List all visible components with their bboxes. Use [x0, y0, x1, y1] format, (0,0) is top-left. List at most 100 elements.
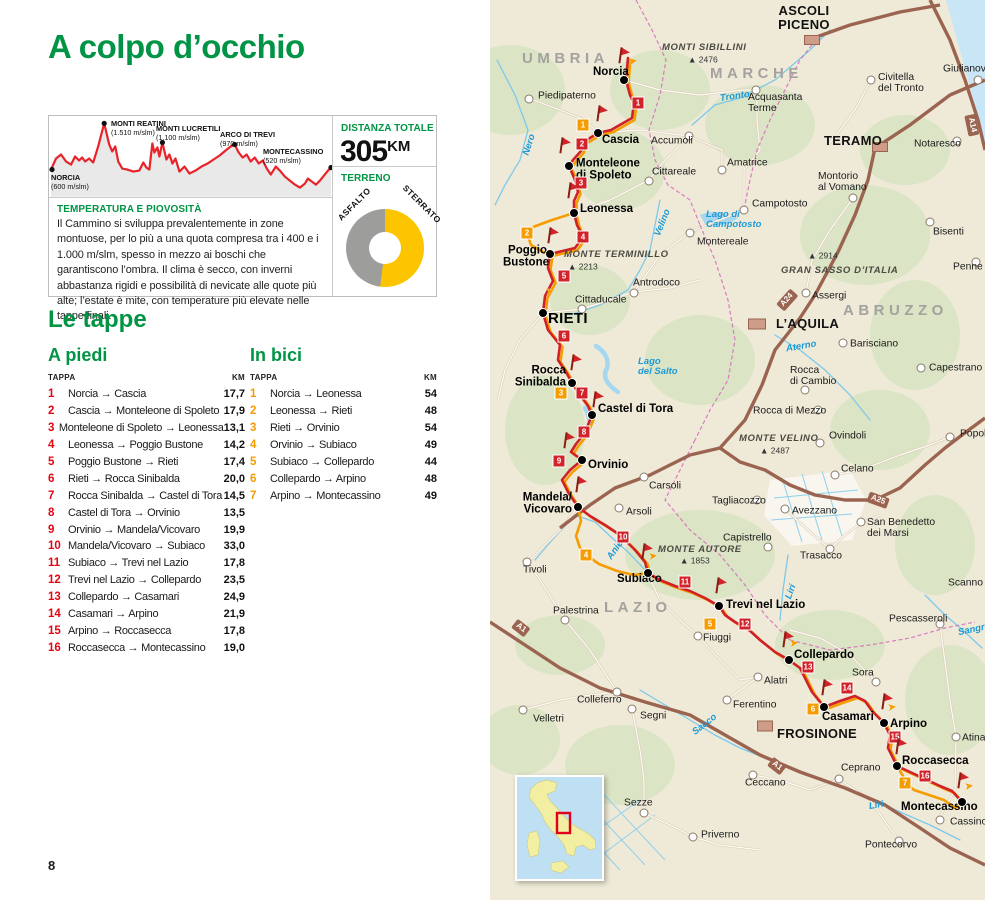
- map-town-label: Sora: [852, 667, 874, 679]
- town-dot: [848, 193, 858, 203]
- stage-flag-icon: [572, 354, 583, 364]
- walk-stage-badge: 7: [576, 387, 588, 399]
- map-town-label: Cassino: [950, 816, 985, 828]
- town-dot: [894, 836, 904, 846]
- stage-number: 2: [48, 405, 55, 418]
- stage-row: 10 Mandela/Vicovaro → Subiaco 33,0: [48, 538, 245, 555]
- map-city-label: Rocca Sinibalda: [514, 364, 566, 389]
- terrain-label: TERRENO: [341, 173, 391, 184]
- stage-number: 14: [48, 608, 61, 621]
- stage-number: 7: [250, 489, 257, 502]
- route-map: Piedipaterno Accumoli Cittareale Amatrice Mo…: [490, 0, 985, 900]
- walk-stage-badge: 8: [578, 426, 590, 438]
- stage-km: 17,4: [223, 456, 245, 468]
- stage-route: Trevi nel Lazio → Collepardo: [68, 574, 202, 587]
- stage-row: 14 Casamari → Arpino 21,9: [48, 606, 245, 623]
- town-dot: [830, 470, 840, 480]
- stage-number: 1: [48, 388, 55, 401]
- map-town-label: Rocca di Cambio: [790, 364, 837, 387]
- stage-route: Roccasecca → Montecassino: [68, 641, 206, 654]
- map-city-label: L’AQUILA: [776, 315, 840, 331]
- map-city-label: Collepardo: [794, 648, 855, 661]
- bike-arrow-icon: ➤: [963, 779, 975, 794]
- stage-route: Subiaco → Collepardo: [270, 456, 375, 468]
- town-dot: [763, 542, 773, 552]
- stage-flag-icon: [717, 577, 728, 587]
- map-town-label: Penne: [953, 261, 983, 273]
- stage-row: 13 Collepardo → Casamari 24,9: [48, 589, 245, 606]
- stage-number: 15: [48, 624, 61, 637]
- stage-km: 48: [424, 405, 437, 418]
- stage-number: 4: [48, 439, 55, 452]
- route-city-dot: [593, 128, 603, 138]
- map-peak-elevation: ▲ 2213: [568, 261, 598, 272]
- stage-row: 11 Subiaco → Trevi nel Lazio 17,8: [48, 555, 245, 572]
- stage-row: 3 Monteleone di Spoleto → Leonessa 13,1: [48, 420, 245, 437]
- stage-row: 12 Trevi nel Lazio → Collepardo 23,5: [48, 572, 245, 589]
- map-town-label: Pontecorvo: [865, 839, 918, 851]
- stage-flag-icon: [561, 137, 572, 147]
- map-town-label: Piedipaterno: [538, 90, 596, 102]
- map-city-label: Subiaco: [617, 572, 662, 585]
- map-peak-elevation: ▲ 1853: [680, 555, 710, 566]
- col-tappa: TAPPA: [250, 373, 278, 382]
- terrain-panel: TERRENO ASFALTO STERRATO: [333, 167, 443, 296]
- stage-km: 14,5: [223, 489, 245, 502]
- stage-km: 24,9: [223, 591, 245, 604]
- map-town-label: Avezzano: [792, 505, 838, 517]
- stage-km: 13,5: [223, 506, 245, 519]
- bike-arrow-icon: ➤: [788, 636, 800, 651]
- stage-number: 10: [48, 540, 61, 553]
- stage-km: 44: [424, 456, 437, 468]
- stage-route: Rieti → Orvinio: [270, 422, 340, 435]
- inset-highlight-rect: [555, 811, 572, 835]
- stage-row: 3 Rieti → Orvinio 54: [250, 420, 437, 437]
- stage-row: 16 Roccasecca → Montecassino 19,0: [48, 639, 245, 656]
- stage-number: 5: [250, 456, 257, 468]
- walk-stages-list: A piedi TAPPA KM 1 Norcia → Cascia 17,7 2 Ca…: [48, 345, 245, 656]
- map-town-label: Priverno: [701, 829, 740, 841]
- stage-km: 17,8: [223, 557, 245, 570]
- terrain-donut-chart: [346, 209, 424, 287]
- stage-flag-icon: [594, 391, 605, 401]
- stage-number: 6: [250, 472, 257, 485]
- walk-stage-badge: 15: [889, 731, 901, 743]
- climate-panel: TEMPERATURA E PIOVOSITÀ Il Cammino si sv…: [49, 197, 333, 322]
- map-peak-label: GRAN SASSO D’ITALIA: [781, 264, 899, 276]
- walk-stage-badge: 4: [577, 231, 589, 243]
- town-dot: [722, 695, 732, 705]
- col-km: KM: [231, 373, 245, 382]
- town-dot: [866, 75, 876, 85]
- map-water-label: Lago del Salto: [638, 355, 678, 377]
- map-town-label: Segni: [640, 710, 667, 722]
- route-city-dot: [784, 655, 794, 665]
- town-dot: [748, 770, 758, 780]
- stage-route: Leonessa → Poggio Bustone: [68, 439, 203, 452]
- map-peak-elevation: ▲ 2914: [808, 250, 838, 261]
- map-town-label: Ceccano: [745, 777, 786, 789]
- map-town-label: Giulianova: [943, 63, 985, 75]
- walk-stage-badge: 14: [841, 682, 853, 694]
- stage-row: 6 Rieti → Rocca Sinibalda 20,0: [48, 470, 245, 487]
- distance-value: 305KM: [340, 135, 411, 168]
- map-town-label: Campotosto: [752, 198, 808, 210]
- town-dot: [971, 257, 981, 267]
- bike-stages-list: In bici TAPPA KM 1 Norcia → Leonessa 54 2 Le…: [250, 345, 437, 504]
- map-town-label: Assergi: [812, 290, 847, 302]
- map-town-label: Scanno: [948, 577, 983, 589]
- walk-list-title: A piedi: [48, 345, 108, 365]
- town-dot: [935, 815, 945, 825]
- stage-number: 11: [48, 557, 61, 570]
- stage-number: 13: [48, 591, 61, 604]
- summary-box: NORCIA (600 m/slm) MONTI REATINI (1.510 m/s…: [48, 115, 443, 322]
- stage-km: 49: [424, 489, 437, 502]
- map-town-label: Fiuggi: [703, 632, 732, 644]
- stage-flag-icon: [565, 432, 576, 442]
- stage-route: Arpino → Roccasecca: [68, 624, 172, 637]
- map-city-label: Casamari: [822, 710, 874, 723]
- stage-km: 48: [424, 472, 437, 485]
- town-dot: [629, 288, 639, 298]
- stage-km: 19,0: [223, 641, 245, 654]
- map-town-label: Ovindoli: [829, 430, 867, 442]
- route-city-dot: [714, 601, 724, 611]
